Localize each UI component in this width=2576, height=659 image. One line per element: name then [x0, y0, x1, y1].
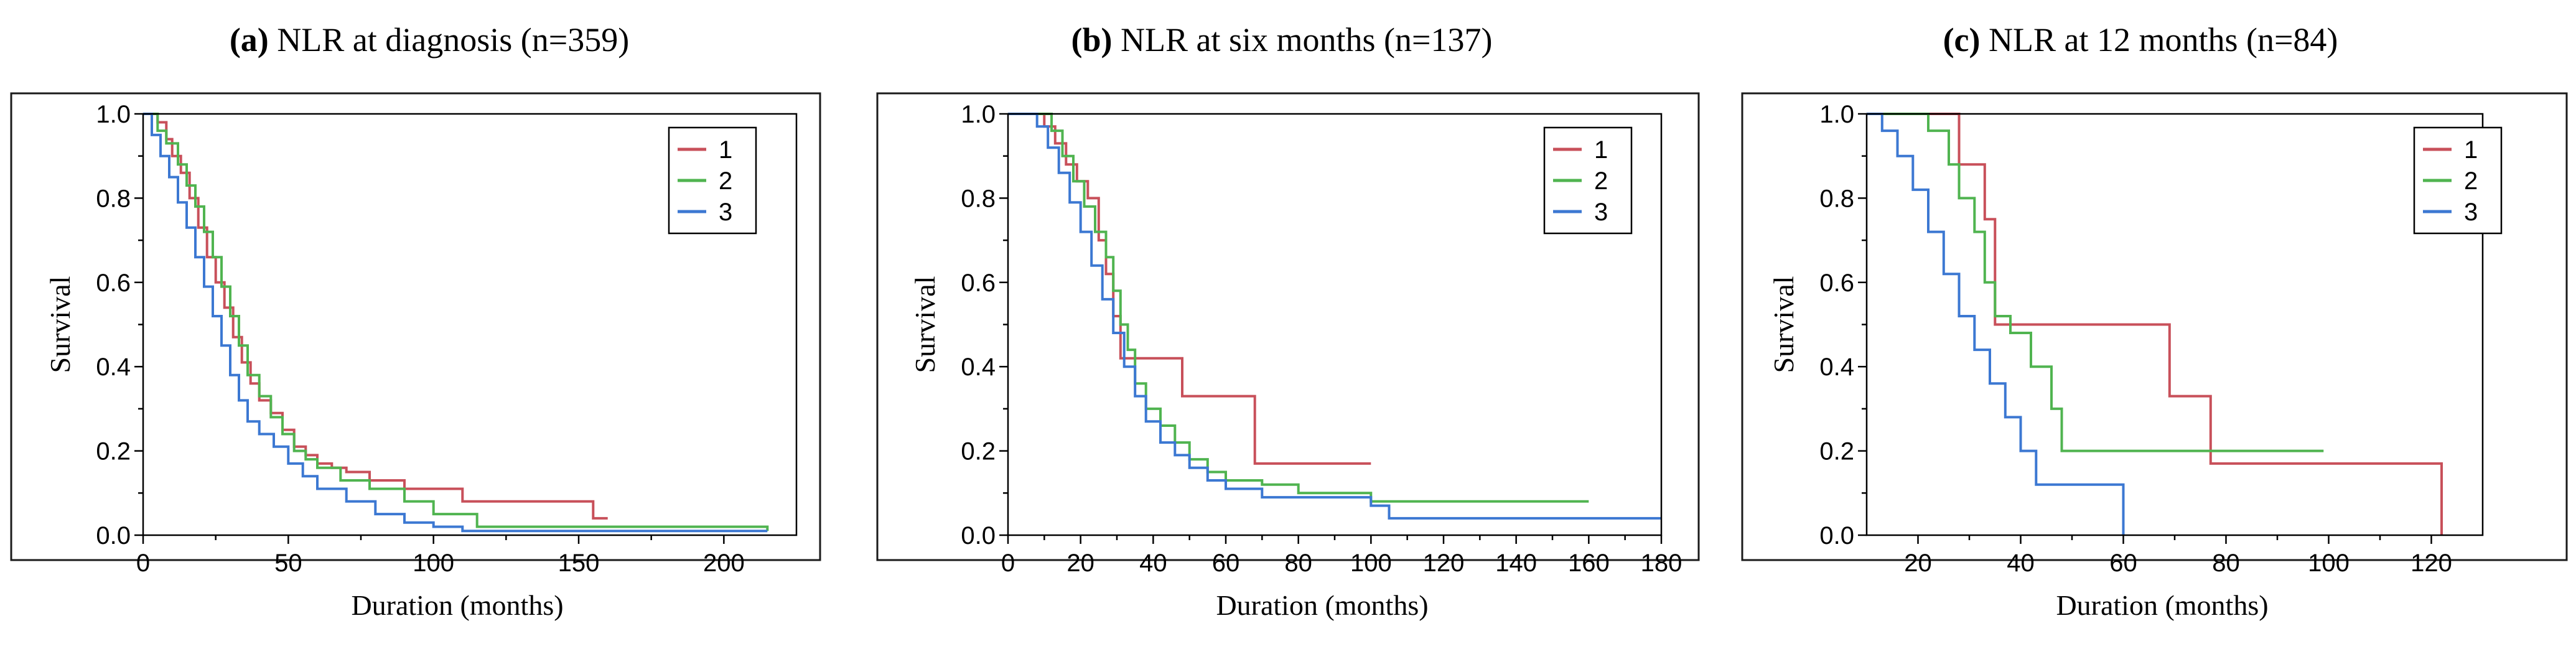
legend: 1 2 3	[1543, 126, 1633, 235]
y-tick-label: 0.4	[961, 353, 996, 381]
y-tick-label: 0.8	[961, 185, 996, 212]
x-tick-label: 80	[1284, 549, 1312, 577]
legend-label-3: 3	[1594, 199, 1608, 226]
chart-title: (c) NLR at 12 months (n=84)	[1943, 21, 2338, 58]
x-tick-label: 0	[1001, 549, 1015, 577]
x-tick-label: 60	[1212, 549, 1240, 577]
chart-panel-2: (b) NLR at six months (n=137) 0.0 0.2 0.4 0.…	[876, 21, 1700, 621]
y-tick-label: 0.6	[96, 269, 131, 297]
x-tick-label: 150	[558, 549, 600, 577]
chart-title-label: (b)	[1071, 21, 1121, 58]
legend-label-1: 1	[1594, 136, 1608, 164]
x-tick-label: 20	[1904, 549, 1932, 577]
y-tick-label: 1.0	[96, 101, 131, 128]
chart-panel-3: (c) NLR at 12 months (n=84) 0.0 0.2 0.4 0.6 0…	[1741, 21, 2568, 621]
chart-title-text: NLR at diagnosis (n=359)	[277, 21, 629, 58]
series-line-3	[1867, 113, 2125, 535]
y-tick-label: 0.8	[1819, 185, 1854, 212]
y-tick-label: 0.0	[1819, 522, 1854, 549]
x-tick-label: 120	[2410, 549, 2452, 577]
x-tick-label: 100	[1350, 549, 1392, 577]
chart-title-text: NLR at six months (n=137)	[1121, 21, 1492, 58]
y-tick-label: 1.0	[1819, 101, 1854, 128]
y-tick-label: 0.2	[96, 438, 131, 465]
chart-title-label: (a)	[230, 21, 277, 58]
series-line-3	[143, 113, 768, 533]
y-tick-label: 0.8	[96, 185, 131, 212]
chart-title: (a) NLR at diagnosis (n=359)	[230, 21, 629, 58]
chart-title: (b) NLR at six months (n=137)	[1071, 21, 1493, 58]
x-axis-title: Duration (months)	[2056, 589, 2268, 621]
chart-title-text: NLR at 12 months (n=84)	[1989, 21, 2338, 58]
legend-label-2: 2	[1594, 167, 1608, 195]
x-tick-label: 120	[1423, 549, 1465, 577]
y-axis-title: Survival	[909, 276, 941, 373]
chart-title-label: (c)	[1943, 21, 1989, 58]
x-tick-label: 180	[1641, 549, 1682, 577]
x-axis-title: Duration (months)	[351, 589, 563, 621]
y-tick-label: 0.0	[961, 522, 996, 549]
x-tick-label: 0	[136, 549, 150, 577]
x-tick-label: 50	[274, 549, 302, 577]
x-tick-label: 80	[2212, 549, 2240, 577]
x-tick-label: 40	[2007, 549, 2035, 577]
x-tick-label: 100	[413, 549, 454, 577]
legend-label-2: 2	[719, 167, 732, 195]
y-tick-label: 0.6	[961, 269, 996, 297]
y-tick-label: 0.2	[1819, 438, 1854, 465]
x-tick-label: 140	[1495, 549, 1537, 577]
y-tick-label: 0.0	[96, 522, 131, 549]
x-tick-label: 160	[1568, 549, 1610, 577]
series-line-2	[143, 113, 769, 531]
legend-label-2: 2	[2464, 167, 2478, 195]
y-tick-label: 0.2	[961, 438, 996, 465]
y-axis-title: Survival	[44, 276, 76, 373]
x-tick-label: 200	[703, 549, 745, 577]
y-tick-label: 0.4	[1819, 353, 1854, 381]
legend: 1 2 3	[668, 126, 757, 235]
legend-label-1: 1	[2464, 136, 2478, 164]
x-tick-label: 60	[2109, 549, 2137, 577]
legend-label-1: 1	[719, 136, 732, 164]
chart-panel-1: (a) NLR at diagnosis (n=359) 0.0 0.2 0.4 0.6…	[10, 21, 821, 621]
x-axis-title: Duration (months)	[1216, 589, 1428, 621]
y-tick-label: 0.4	[96, 353, 131, 381]
series-line-3	[1008, 113, 1661, 520]
y-tick-label: 1.0	[961, 101, 996, 128]
legend: 1 2 3	[2413, 126, 2503, 235]
legend-label-3: 3	[2464, 199, 2478, 226]
series-line-2	[1867, 113, 2324, 452]
y-tick-label: 0.6	[1819, 269, 1854, 297]
x-tick-label: 20	[1066, 549, 1094, 577]
series-line-1	[1867, 113, 2443, 535]
legend-label-3: 3	[719, 199, 732, 226]
x-tick-label: 100	[2308, 549, 2350, 577]
y-axis-title: Survival	[1768, 276, 1799, 373]
x-tick-label: 40	[1139, 549, 1167, 577]
